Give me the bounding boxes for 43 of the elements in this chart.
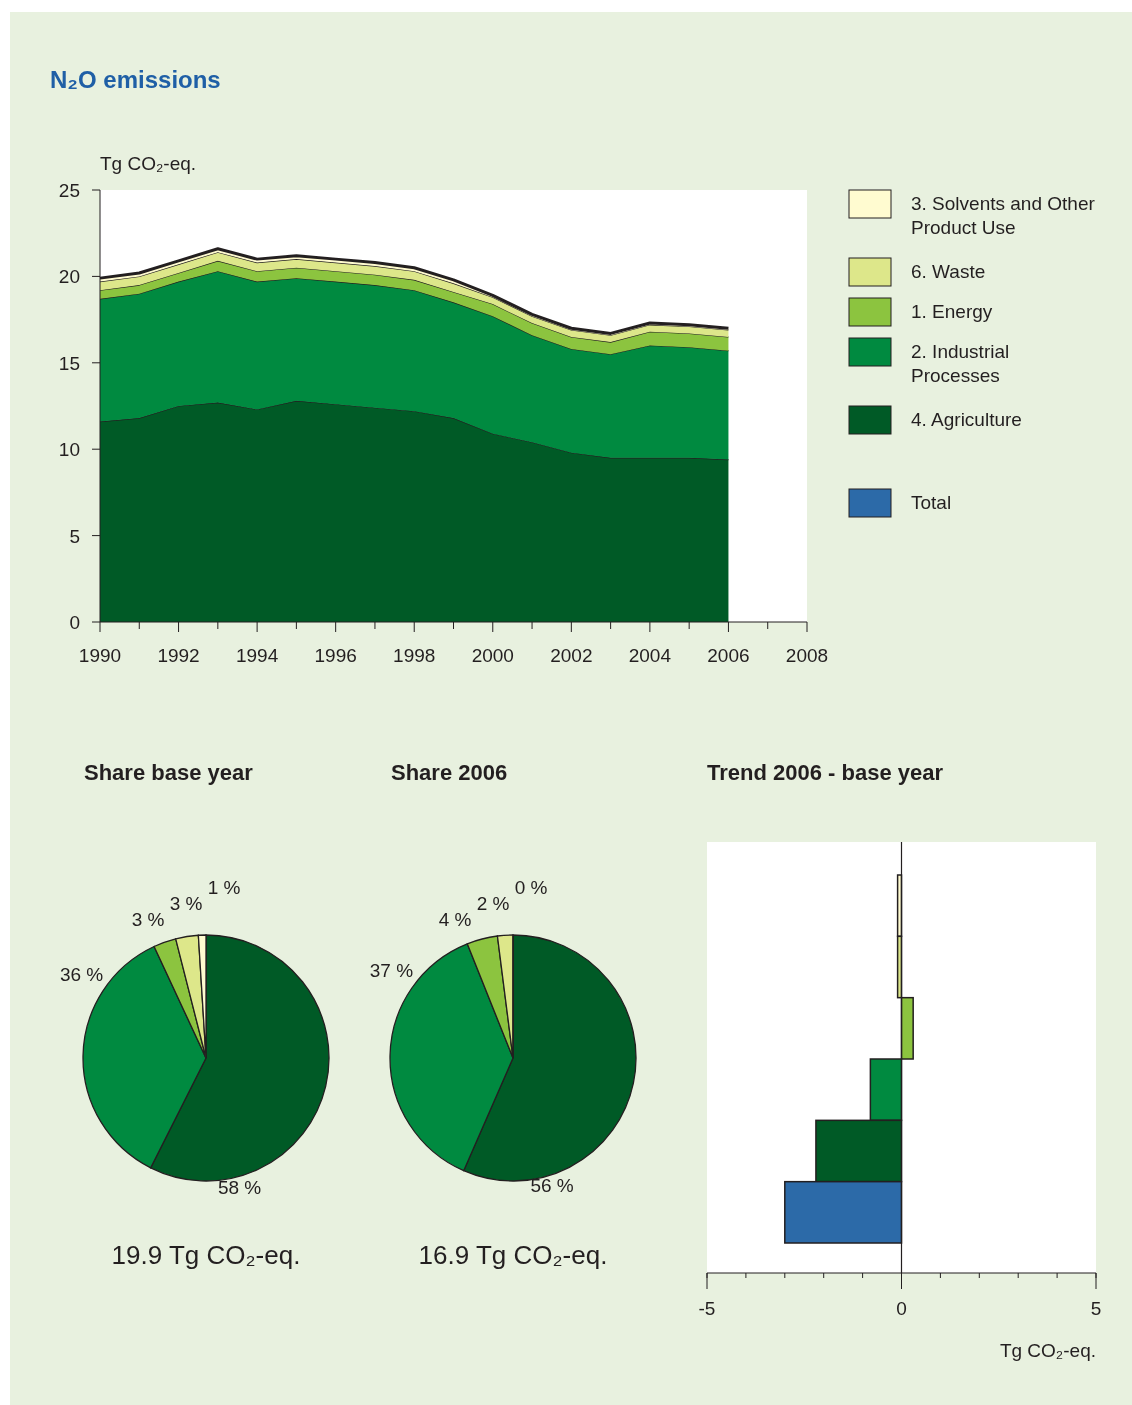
chart-title: Share 2006 [391,760,508,785]
data-label: 3 % [131,909,165,930]
x-tick-label: 2000 [471,645,514,666]
x-tick-label: 2006 [707,645,750,666]
legend-label: 3. Solvents and Other Product Use [911,193,1096,238]
y-axis-title: Tg CO₂-eq. [100,153,197,174]
legend-label: 2. Industrial Processes [911,341,1010,386]
legend-label: 1. Energy [911,301,993,322]
x-tick-label: 2008 [785,645,829,666]
legend-label: Total [911,492,952,513]
chart-title: Share base year [84,760,254,785]
y-tick-label: 10 [58,439,80,461]
text: 16.9 Tg CO₂-eq. [418,1240,608,1270]
y-tick-label: 5 [69,525,80,547]
y-tick-label: 20 [58,266,80,288]
y-tick-label: 25 [58,180,80,201]
x-tick-label: 1996 [314,645,357,666]
x-tick-label: 0 [896,1298,907,1319]
x-tick-label: 5 [1090,1298,1102,1319]
legend-label: 6. Waste [911,261,986,282]
x-tick-label: 1992 [157,645,200,666]
data-label: 58 % [217,1176,262,1198]
x-tick-label: -5 [698,1298,716,1319]
legend-label: 4. Agriculture [911,409,1022,430]
x-tick-label: 2002 [550,645,593,666]
x-axis-title: Tg CO₂-eq. [999,1340,1096,1361]
chart-title: Trend 2006 - base year [707,760,944,785]
data-label: 37 % [369,960,414,982]
y-tick-label: 15 [58,352,80,374]
x-tick-label: 1998 [393,645,436,666]
text: 0 % [514,877,548,898]
chart-title: N₂O emissions [50,66,221,93]
x-tick-label: 2004 [628,645,672,666]
data-label: 4 % [438,909,472,930]
x-tick-label: 1990 [78,645,122,666]
text: 19.9 Tg CO₂-eq. [111,1240,301,1270]
data-label: 2 % [476,893,510,914]
data-label: 3 % [169,893,203,914]
x-tick-label: 1994 [235,645,279,666]
data-label: 56 % [530,1175,574,1197]
data-label: 36 % [59,963,104,985]
data-label: 1 % [207,877,241,898]
y-tick-label: 0 [69,612,80,633]
